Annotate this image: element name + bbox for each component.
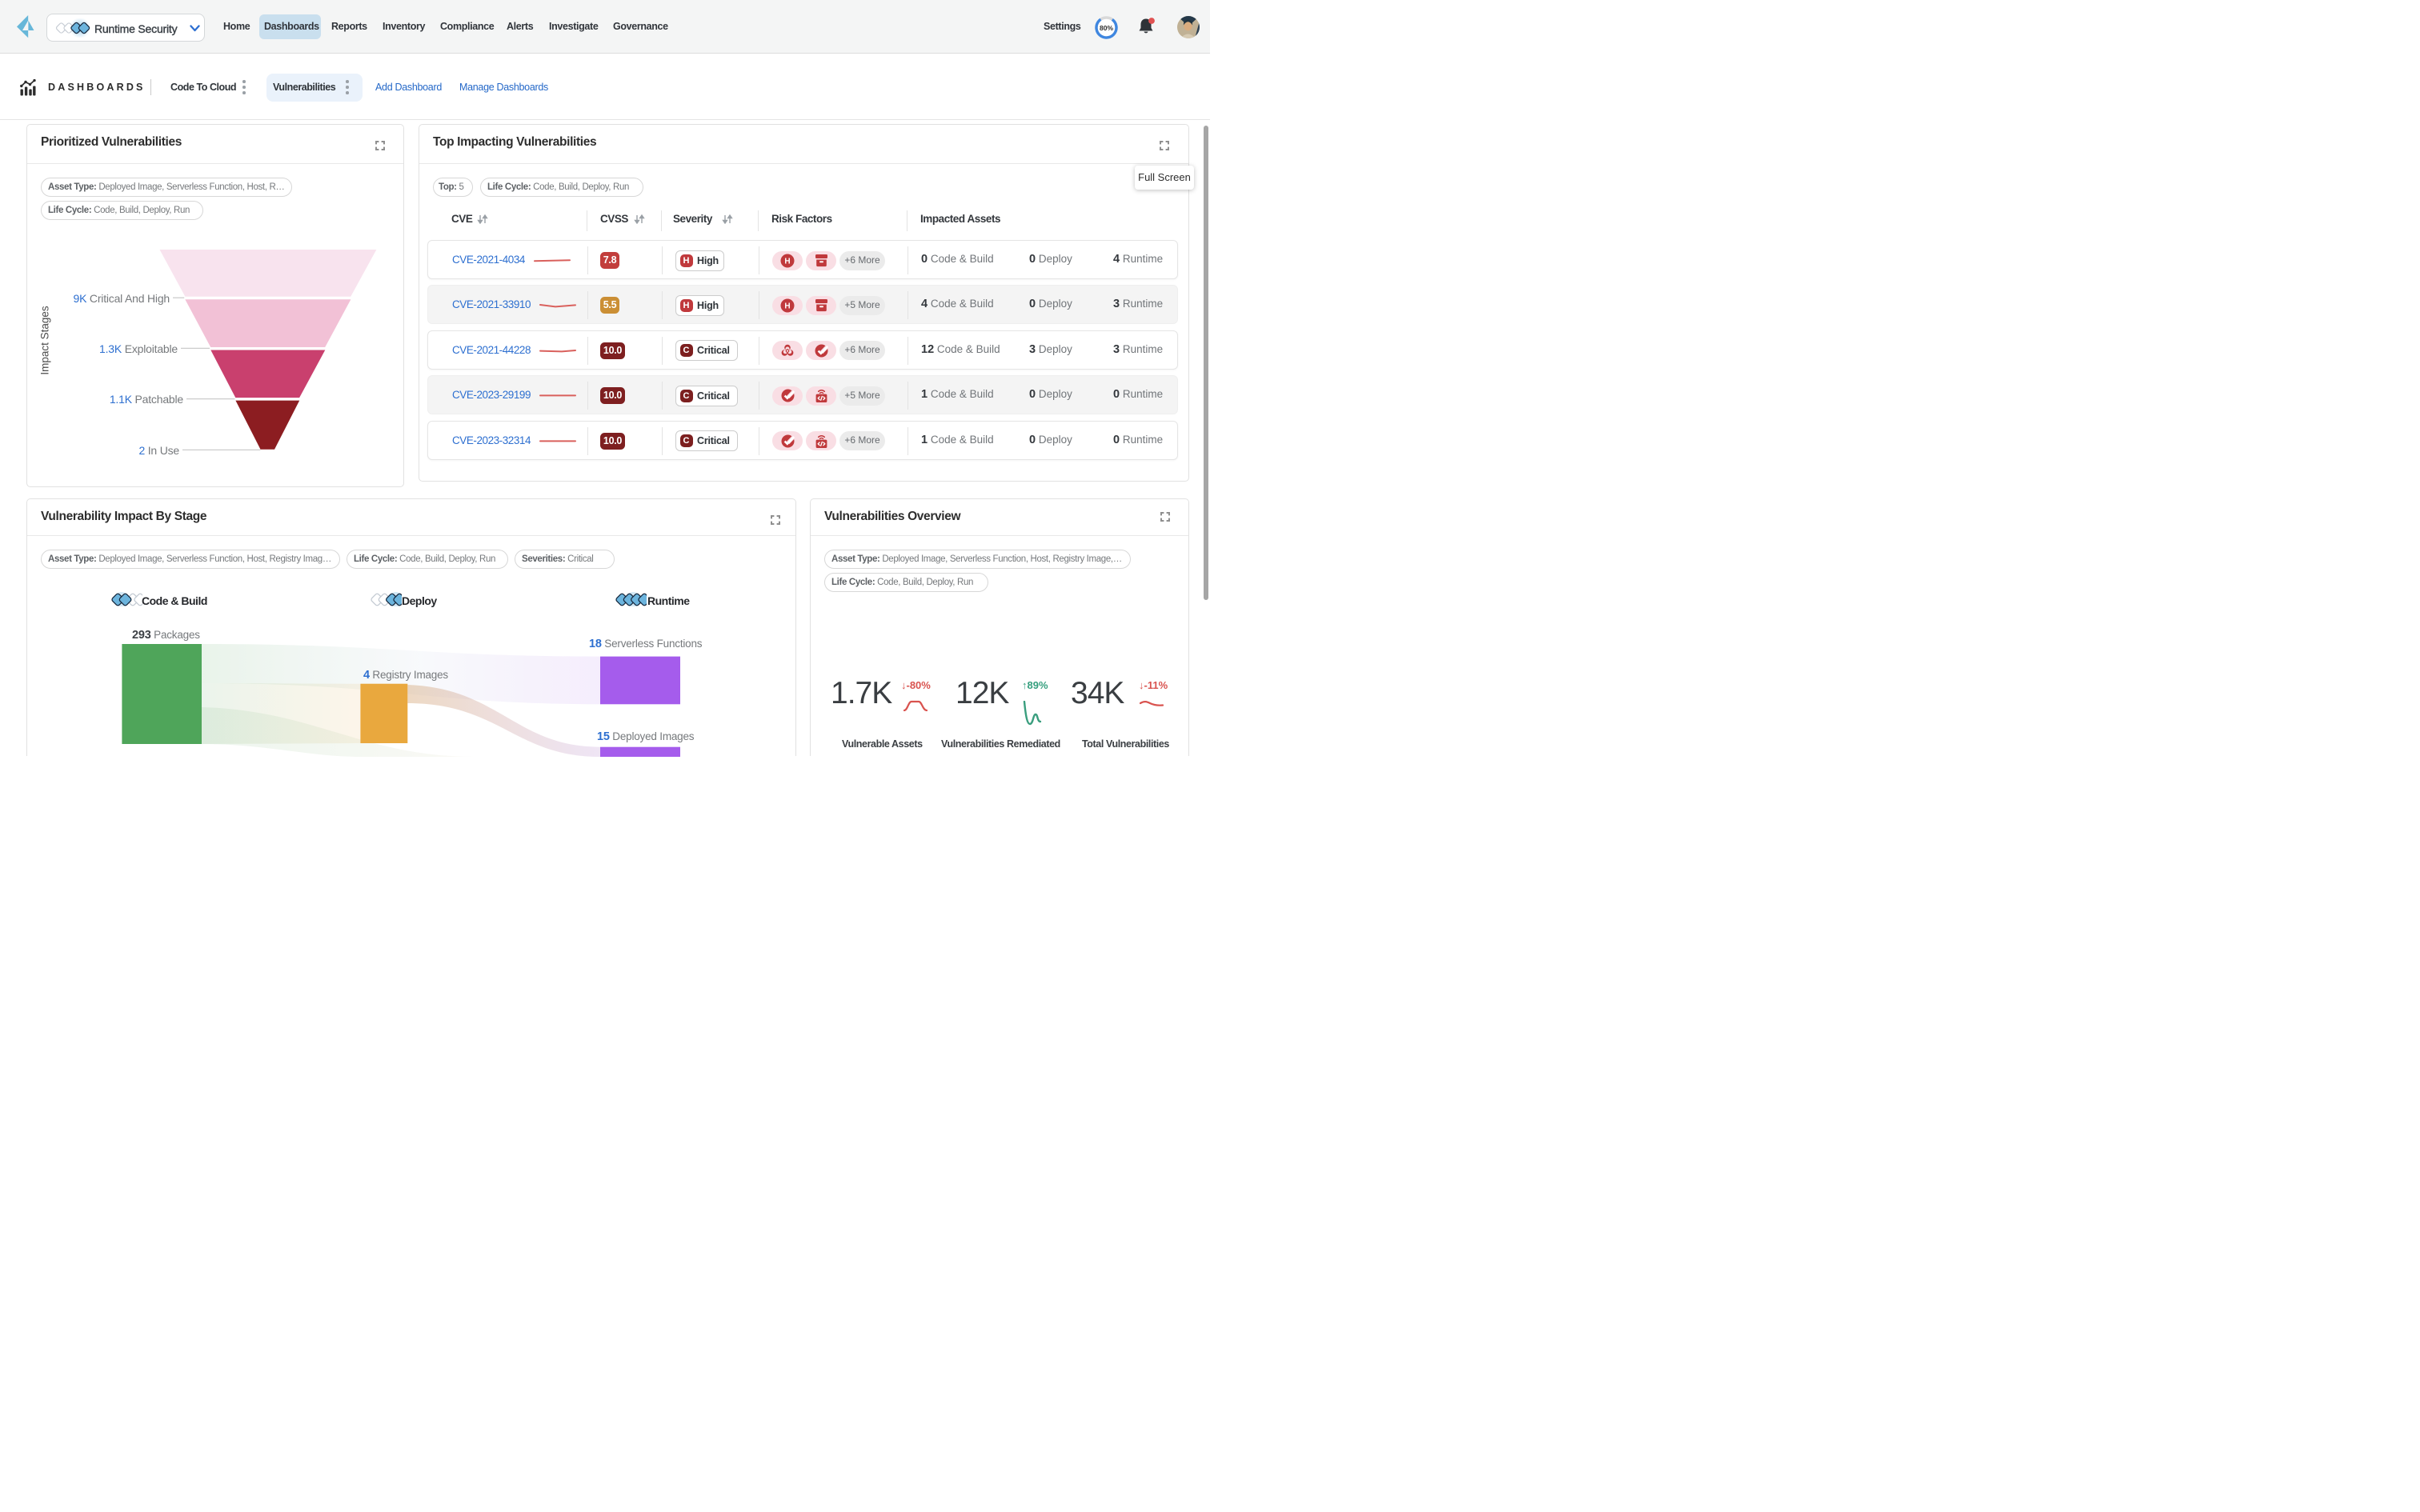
svg-text:80%: 80% — [1100, 24, 1113, 32]
svg-text:H: H — [784, 257, 790, 266]
svg-text:H: H — [784, 302, 790, 310]
